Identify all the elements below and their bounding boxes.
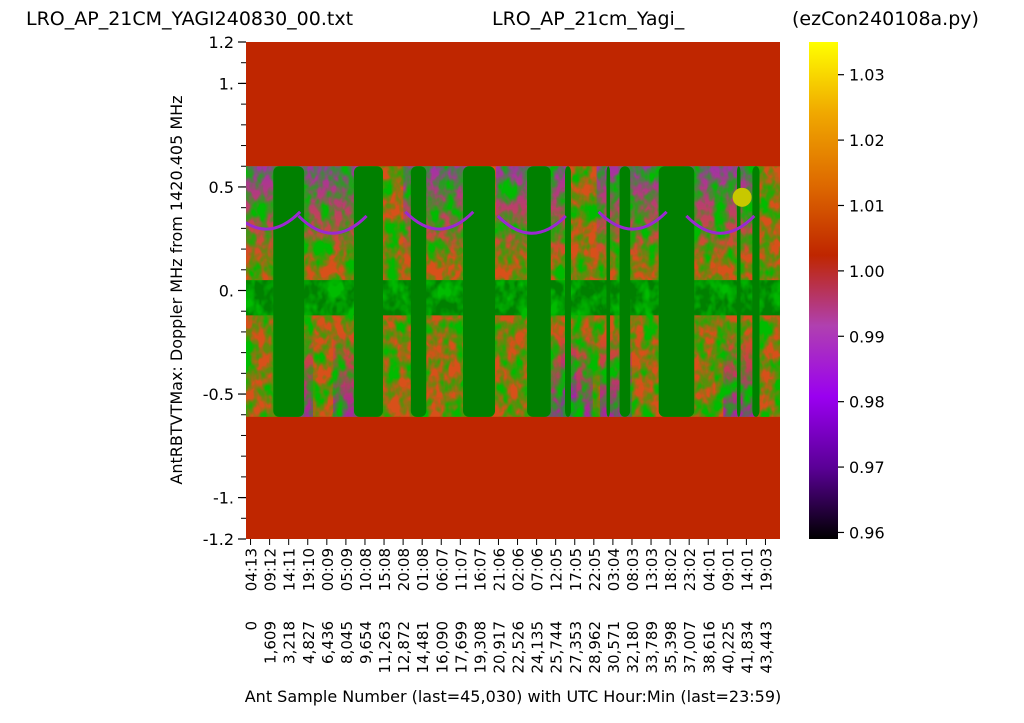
y-tick-label: -0.5	[203, 385, 234, 404]
doppler-arc	[597, 210, 668, 231]
x-tick-label-utc: 16:07	[471, 548, 489, 591]
x-tick-label-utc: 23:02	[681, 548, 699, 591]
x-tick-label-sample: 11,263	[376, 621, 394, 674]
x-tick-label-sample: 28,962	[586, 621, 604, 674]
x-tick-label-utc: 19:10	[300, 548, 318, 591]
x-tick-label-utc: 09:01	[719, 548, 737, 591]
doppler-arc	[496, 214, 567, 235]
x-tick-label-sample: 27,353	[567, 621, 585, 674]
x-tick-label-utc: 07:06	[529, 548, 547, 591]
x-tick-label-sample: 3,218	[281, 621, 299, 664]
x-tick-label-sample: 35,398	[662, 621, 680, 674]
doppler-arc	[404, 210, 475, 231]
x-tick-label-sample: 1,609	[262, 621, 280, 664]
x-tick-label-sample: 24,135	[529, 621, 547, 674]
y-tick-label: -1.	[213, 489, 234, 508]
x-tick-label-utc: 04:13	[243, 548, 261, 591]
x-tick-label-utc: 17:05	[567, 548, 585, 591]
x-tick-label-utc: 14:11	[281, 548, 299, 591]
max-marker	[732, 187, 752, 207]
colorbar-tick-label: 1.01	[849, 196, 885, 215]
x-tick-label-sample: 0	[243, 621, 261, 631]
y-tick-label: -1.2	[203, 530, 234, 549]
green-column	[463, 166, 496, 417]
x-tick-label-utc: 02:06	[510, 548, 528, 591]
x-tick-label-utc: 09:12	[262, 548, 280, 591]
doppler-arc	[297, 214, 368, 235]
x-tick-label-sample: 33,789	[643, 621, 661, 674]
x-tick-label-sample: 41,834	[738, 621, 756, 674]
colorbar-tick-label: 0.96	[849, 523, 885, 542]
chart-title-left: LRO_AP_21CM_YAGI240830_00.txt	[26, 8, 354, 30]
green-column	[752, 166, 760, 417]
doppler-arc	[246, 210, 302, 231]
x-tick-label-sample: 17,699	[452, 621, 470, 674]
green-column	[565, 166, 571, 417]
x-tick-label-utc: 04:01	[700, 548, 718, 591]
green-column	[527, 166, 551, 417]
y-axis-label: AntRBTVTMax: Doppler MHz from 1420.405 M…	[167, 95, 186, 484]
x-tick-label-sample: 16,090	[433, 621, 451, 674]
x-tick-label-sample: 20,917	[490, 621, 508, 674]
x-tick-label-utc: 13:03	[643, 548, 661, 591]
chart-title-center: LRO_AP_21cm_Yagi_	[492, 8, 685, 30]
colorbar-tick-label: 1.03	[849, 66, 885, 85]
y-tick-label: 0.	[219, 282, 234, 301]
x-tick-label-sample: 25,744	[548, 621, 566, 674]
x-tick-label-utc: 18:02	[662, 548, 680, 591]
x-tick-label-sample: 37,007	[681, 621, 699, 674]
colorbar-tick-label: 0.97	[849, 458, 885, 477]
chart-title-right: (ezCon240108a.py)	[792, 8, 979, 30]
x-tick-label-sample: 4,827	[300, 621, 318, 664]
green-column	[606, 166, 611, 417]
x-tick-label-utc: 14:01	[738, 548, 756, 591]
x-tick-label-sample: 32,180	[624, 621, 642, 674]
x-tick-label-utc: 03:04	[605, 548, 623, 591]
x-tick-label-sample: 40,225	[719, 621, 737, 674]
green-column	[353, 166, 383, 417]
x-tick-label-utc: 19:03	[757, 548, 775, 591]
x-tick-label-sample: 9,654	[357, 621, 375, 664]
x-tick-label-sample: 6,436	[319, 621, 337, 664]
doppler-arc	[685, 214, 756, 235]
x-tick-label-utc: 01:08	[414, 548, 432, 591]
x-tick-label-utc: 00:09	[319, 548, 337, 591]
x-tick-label-utc: 05:09	[338, 548, 356, 591]
colorbar-tick-label: 1.00	[849, 262, 885, 281]
green-column	[410, 166, 427, 417]
green-column	[619, 166, 631, 417]
colorbar	[809, 42, 838, 539]
colorbar-tick-label: 0.99	[849, 327, 885, 346]
colorbar-tick-label: 1.02	[849, 131, 885, 150]
x-tick-label-sample: 19,308	[471, 621, 489, 674]
colorbar-tick-label: 0.98	[849, 393, 885, 412]
x-tick-label-utc: 06:07	[433, 548, 451, 591]
x-tick-label-sample: 8,045	[338, 621, 356, 664]
green-column	[658, 166, 695, 417]
x-tick-label-utc: 15:08	[376, 548, 394, 591]
green-column	[273, 166, 305, 417]
x-tick-label-sample: 38,616	[700, 621, 718, 674]
x-tick-label-sample: 12,872	[395, 621, 413, 674]
x-tick-label-sample: 30,571	[605, 621, 623, 674]
x-tick-label-utc: 12:05	[548, 548, 566, 591]
x-tick-label-utc: 11:07	[452, 548, 470, 591]
x-tick-label-utc: 21:06	[490, 548, 508, 591]
x-axis-label: Ant Sample Number (last=45,030) with UTC…	[245, 687, 782, 706]
x-tick-label-utc: 20:08	[395, 548, 413, 591]
x-tick-label-sample: 22,526	[510, 621, 528, 674]
y-tick-label: 0.5	[209, 178, 234, 197]
x-tick-label-utc: 10:08	[357, 548, 375, 591]
green-speckle-fine	[246, 166, 780, 417]
x-tick-label-utc: 08:03	[624, 548, 642, 591]
y-tick-label: 1.2	[209, 33, 234, 52]
x-tick-label-sample: 43,443	[757, 621, 775, 674]
x-tick-label-utc: 22:05	[586, 548, 604, 591]
x-tick-label-sample: 14,481	[414, 621, 432, 674]
y-tick-label: 1.	[219, 74, 234, 93]
